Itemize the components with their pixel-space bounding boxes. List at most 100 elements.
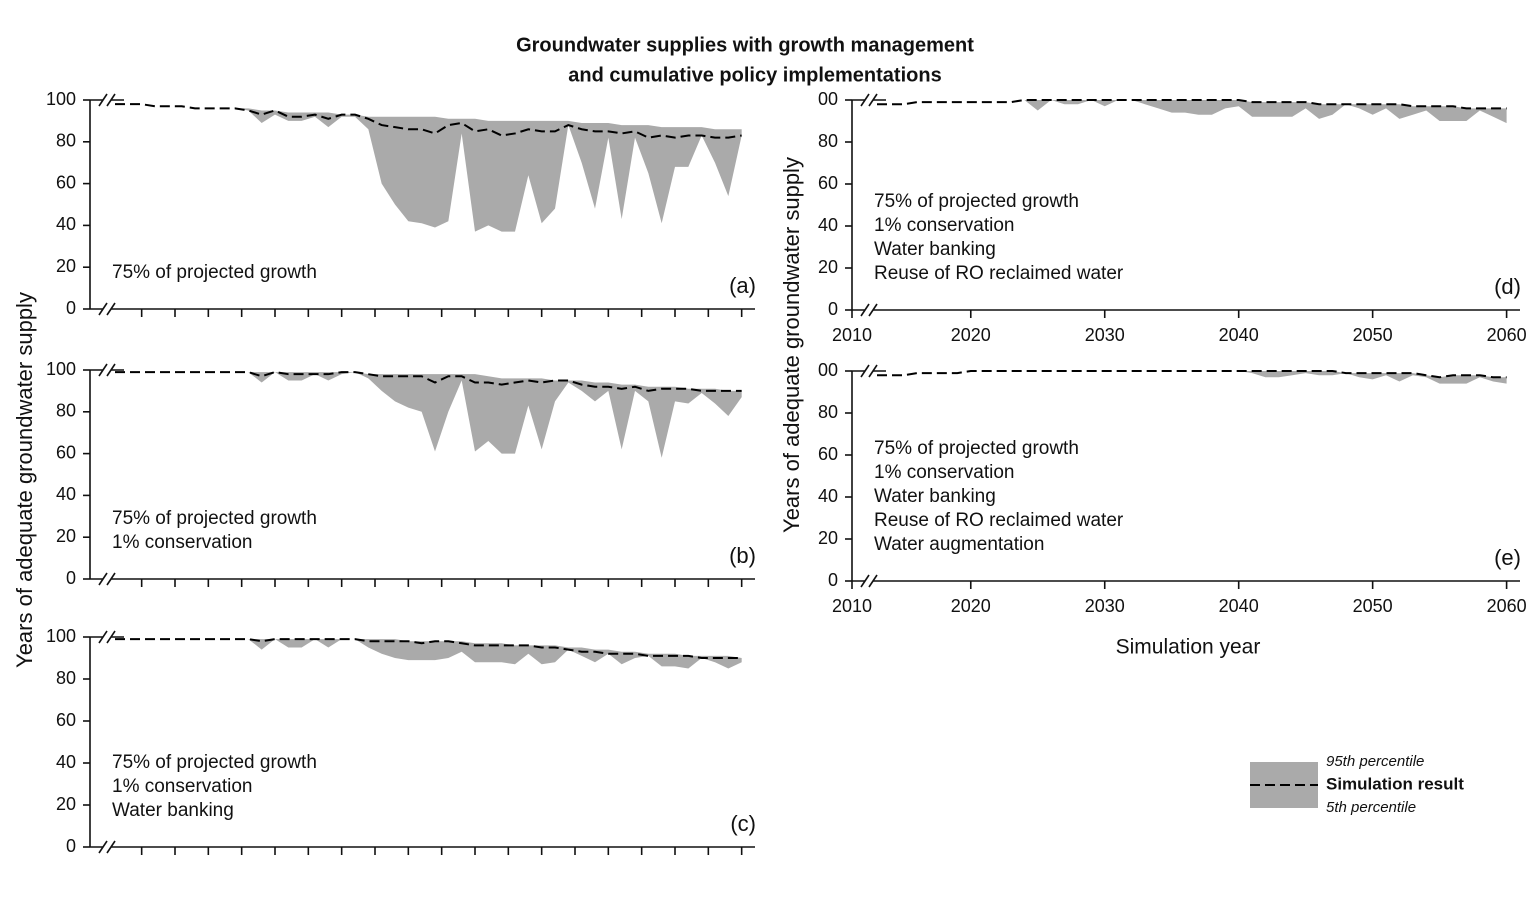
panel-label: (c) bbox=[730, 811, 756, 836]
x-tick-label: 2020 bbox=[951, 325, 991, 345]
legend: 95th percentile Simulation result 5th pe… bbox=[1250, 753, 1464, 816]
axis-break-gap bbox=[865, 368, 873, 374]
simulation-line bbox=[877, 99, 1507, 110]
y-tick-label: 00 bbox=[818, 89, 838, 109]
panel-annotation: 75% of projected growth bbox=[112, 262, 317, 283]
simulation-line bbox=[877, 370, 1507, 379]
x-tick-label: 2060 bbox=[1487, 325, 1527, 345]
y-tick-label: 80 bbox=[56, 131, 76, 151]
axis-break-gap bbox=[103, 634, 111, 640]
axis-break-mark bbox=[98, 630, 108, 644]
panel-annotation: 75% of projected growth bbox=[874, 438, 1079, 459]
axis-break-gap bbox=[103, 844, 111, 850]
y-tick-label: 60 bbox=[56, 710, 76, 730]
y-tick-label: 0 bbox=[66, 568, 76, 588]
y-tick-label: 40 bbox=[56, 484, 76, 504]
y-tick-label: 60 bbox=[56, 172, 76, 192]
y-tick-label: 40 bbox=[56, 214, 76, 234]
x-tick-label: 2050 bbox=[1353, 325, 1393, 345]
axis-break-gap bbox=[103, 306, 111, 312]
x-tick-label: 2010 bbox=[832, 325, 872, 345]
axis-break-mark bbox=[868, 574, 878, 588]
axis-break-mark bbox=[868, 364, 878, 378]
percentile-band bbox=[877, 371, 1507, 384]
panel-annotation: 1% conservation bbox=[112, 532, 252, 553]
axis-break-mark bbox=[106, 572, 116, 586]
y-axis-label: Years of adequate groundwater supply bbox=[779, 157, 804, 533]
title-line: and cumulative policy implementations bbox=[568, 64, 941, 86]
panel: 0 20 40 60 80 100 75% of projected growth 1% co… bbox=[46, 359, 756, 588]
y-axis-label: Years of adequate groundwater supply bbox=[12, 292, 37, 668]
axis-break-gap bbox=[103, 97, 111, 103]
panel-annotation: Water banking bbox=[874, 239, 996, 260]
y-tick-label: 0 bbox=[66, 298, 76, 318]
axis-break-gap bbox=[103, 576, 111, 582]
x-tick-label: 2050 bbox=[1353, 596, 1393, 616]
axis-break-mark bbox=[868, 93, 878, 107]
simulation-line bbox=[115, 103, 742, 139]
axis-break-mark bbox=[98, 302, 108, 316]
y-tick-label: 0 bbox=[828, 299, 838, 319]
y-tick-label: 60 bbox=[818, 444, 838, 464]
panel-annotation: 1% conservation bbox=[874, 215, 1014, 236]
axis-break-gap bbox=[865, 307, 873, 313]
y-tick-label: 20 bbox=[56, 794, 76, 814]
panel-annotation: Water banking bbox=[112, 800, 234, 821]
y-tick-label: 80 bbox=[818, 131, 838, 151]
x-tick-label: 2020 bbox=[951, 596, 991, 616]
panel-annotation: 75% of projected growth bbox=[874, 191, 1079, 212]
axis-break-mark bbox=[106, 840, 116, 854]
y-tick-label: 100 bbox=[46, 89, 76, 109]
legend-label: Simulation result bbox=[1326, 774, 1464, 793]
x-tick-label: 2010 bbox=[832, 596, 872, 616]
percentile-band bbox=[115, 372, 742, 458]
panel-label: (e) bbox=[1494, 545, 1521, 570]
axis-break-mark bbox=[860, 364, 870, 378]
panel-annotation: 75% of projected growth bbox=[112, 508, 317, 529]
axis-break-mark bbox=[106, 363, 116, 377]
y-tick-label: 20 bbox=[56, 256, 76, 276]
axis-break-mark bbox=[106, 630, 116, 644]
axis-break-mark bbox=[860, 574, 870, 588]
y-tick-label: 80 bbox=[56, 401, 76, 421]
y-tick-label: 60 bbox=[56, 442, 76, 462]
panel-annotation: Water banking bbox=[874, 486, 996, 507]
percentile-band bbox=[877, 100, 1507, 124]
panel-annotation: Water augmentation bbox=[874, 534, 1044, 555]
axis-break-mark bbox=[98, 363, 108, 377]
panel: 0 20 40 60 80 100 75% of projected growth 1% co… bbox=[46, 626, 756, 856]
x-axis-label: Simulation year bbox=[1116, 636, 1261, 659]
axis-break-mark bbox=[106, 93, 116, 107]
y-tick-label: 40 bbox=[818, 486, 838, 506]
y-tick-label: 60 bbox=[818, 173, 838, 193]
y-tick-label: 20 bbox=[56, 526, 76, 546]
simulation-line bbox=[115, 371, 742, 392]
panel-label: (a) bbox=[729, 273, 756, 298]
y-tick-label: 100 bbox=[46, 359, 76, 379]
axis-break-gap bbox=[865, 97, 873, 103]
y-tick-label: 00 bbox=[818, 360, 838, 380]
axis-break-gap bbox=[103, 367, 111, 373]
y-tick-label: 100 bbox=[46, 626, 76, 646]
panel-annotation: 1% conservation bbox=[112, 776, 252, 797]
legend-label: 5th percentile bbox=[1326, 799, 1416, 816]
x-tick-label: 2030 bbox=[1085, 596, 1125, 616]
x-tick-label: 2040 bbox=[1219, 596, 1259, 616]
x-tick-label: 2040 bbox=[1219, 325, 1259, 345]
panel: 0 20 40 60 80 100 75% of projected growth (a) bbox=[46, 89, 756, 318]
y-tick-label: 80 bbox=[56, 668, 76, 688]
x-tick-label: 2030 bbox=[1085, 325, 1125, 345]
axis-break-mark bbox=[98, 93, 108, 107]
x-tick-label: 2060 bbox=[1487, 596, 1527, 616]
percentile-band bbox=[115, 104, 742, 232]
y-tick-label: 0 bbox=[66, 836, 76, 856]
y-tick-label: 20 bbox=[818, 257, 838, 277]
axis-break-mark bbox=[868, 303, 878, 317]
percentile-band bbox=[115, 639, 742, 669]
y-tick-label: 0 bbox=[828, 570, 838, 590]
panel-annotation: 1% conservation bbox=[874, 462, 1014, 483]
axis-break-mark bbox=[98, 840, 108, 854]
